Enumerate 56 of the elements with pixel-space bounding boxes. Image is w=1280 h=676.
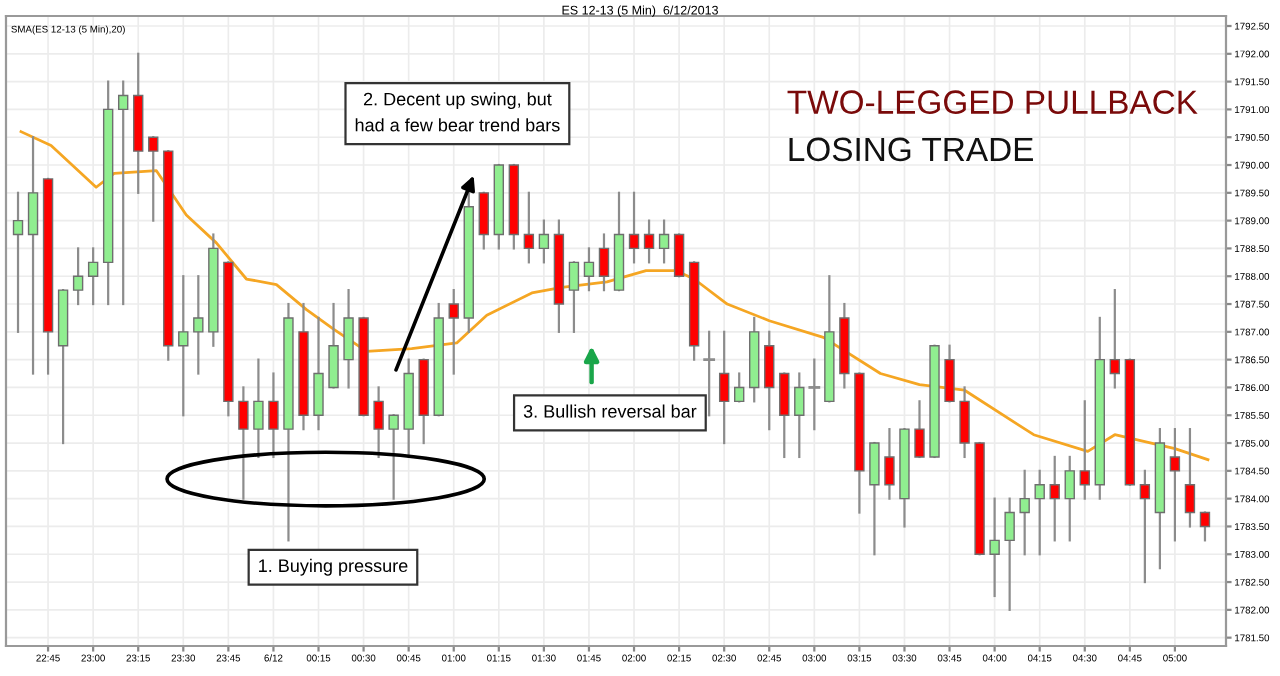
candlestick [328, 302, 339, 389]
candlestick [718, 330, 730, 445]
candlestick [733, 372, 745, 403]
candlestick [1139, 469, 1151, 584]
candlestick [643, 219, 655, 264]
candlestick [779, 372, 790, 459]
candlestick [1004, 497, 1015, 611]
candlestick [87, 247, 99, 306]
candlestick [583, 247, 595, 292]
candlestick [658, 219, 670, 264]
candlestick [628, 191, 640, 264]
candlestick [373, 386, 384, 459]
text: TWO-LEGGED PULLBACK [787, 90, 1198, 114]
candlestick [869, 441, 880, 556]
candlestick [1184, 428, 1196, 528]
annotation: 2. Decent up swing, but had a few bear trend bars [355, 92, 560, 132]
candlestick [1169, 428, 1181, 542]
candlestick [523, 191, 535, 264]
candlestick [944, 344, 955, 403]
candlestick [673, 233, 685, 278]
candlestick [959, 386, 970, 459]
candlestick [193, 275, 204, 375]
candlestick [568, 261, 580, 333]
candlestick [253, 358, 264, 459]
candlestick [1034, 469, 1045, 556]
candlestick [117, 80, 129, 306]
candlestick [808, 358, 821, 431]
annotation: 1. Buying pressure [259, 558, 408, 576]
candlestick [1199, 511, 1211, 542]
candlestick [343, 289, 354, 389]
candlestick [884, 428, 895, 500]
candlestick [388, 414, 399, 500]
candlestick [148, 136, 159, 222]
annotation: 3. Bullish reversal bar [523, 404, 697, 418]
candlestick [764, 330, 775, 431]
candlestick [12, 191, 24, 333]
candlestick [703, 330, 716, 417]
text: LOSING TRADE [789, 137, 1033, 162]
candlestick [313, 316, 324, 431]
candlestick [448, 289, 459, 375]
candlestick [989, 497, 1000, 598]
candlestick [914, 400, 925, 459]
candlestick [1019, 469, 1030, 556]
candlestick [72, 247, 84, 306]
candlestick [178, 275, 189, 417]
line-series [19, 130, 1210, 462]
candlestick [1049, 455, 1060, 542]
candlestick [238, 386, 249, 500]
candlestick [598, 233, 610, 292]
candlestick [27, 136, 39, 375]
candlestick [1109, 289, 1121, 389]
candlestick [1079, 400, 1090, 500]
candlestick [478, 191, 489, 250]
candlestick [268, 372, 279, 459]
candlestick [538, 219, 550, 264]
candlestick [1064, 455, 1075, 542]
